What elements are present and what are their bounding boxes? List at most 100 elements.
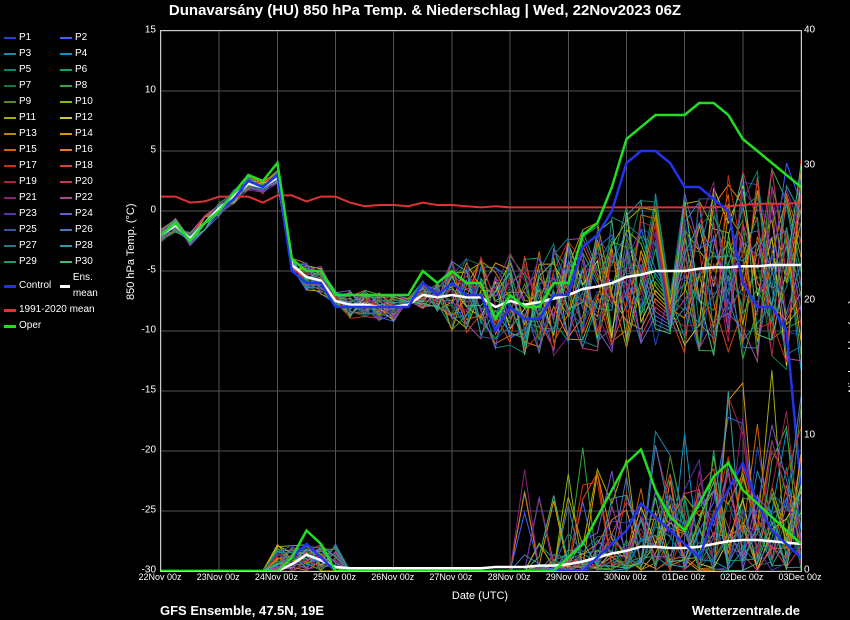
legend-swatch xyxy=(4,181,16,183)
legend-label: P11 xyxy=(19,110,36,126)
legend-label: P20 xyxy=(75,174,93,190)
legend-item: P18 xyxy=(60,158,112,174)
legend-swatch xyxy=(60,197,72,199)
legend-label: 1991-2020 mean xyxy=(19,302,95,318)
legend-item: Oper xyxy=(4,318,56,334)
legend-swatch xyxy=(60,285,70,288)
legend-swatch xyxy=(60,37,72,39)
legend-row: P27 P28 xyxy=(4,238,114,254)
legend-row: P9 P10 xyxy=(4,94,114,110)
legend-item: P13 xyxy=(4,126,56,142)
legend-item: P2 xyxy=(60,30,112,46)
legend-swatch xyxy=(4,245,16,247)
legend-row: P25 P26 xyxy=(4,222,114,238)
legend: P1P2P3P4P5P6P7P8P9P10P11P12P13P14P15P16P… xyxy=(4,30,114,334)
legend-item: P26 xyxy=(60,222,112,238)
legend-label: P10 xyxy=(75,94,93,110)
legend-row: Oper xyxy=(4,318,114,334)
legend-label: P26 xyxy=(75,222,93,238)
legend-swatch xyxy=(60,245,72,247)
legend-item: P7 xyxy=(4,78,56,94)
legend-item: P10 xyxy=(60,94,112,110)
legend-label: P24 xyxy=(75,206,93,222)
legend-item: P27 xyxy=(4,238,56,254)
legend-label: P18 xyxy=(75,158,93,174)
y-tick-left: -5 xyxy=(147,265,156,276)
legend-item: P24 xyxy=(60,206,112,222)
legend-item: P22 xyxy=(60,190,112,206)
legend-label: P2 xyxy=(75,30,87,46)
legend-label: Control xyxy=(19,278,51,294)
x-tick: 30Nov 00z xyxy=(604,572,647,582)
legend-item: Ens. mean xyxy=(60,270,112,302)
legend-swatch xyxy=(4,261,16,263)
legend-item: P11 xyxy=(4,110,56,126)
legend-label: P7 xyxy=(19,78,31,94)
legend-label: P27 xyxy=(19,238,37,254)
legend-swatch xyxy=(60,101,72,103)
legend-item: P12 xyxy=(60,110,112,126)
y-tick-left: -25 xyxy=(142,505,156,516)
legend-item: P3 xyxy=(4,46,56,62)
legend-row: P5P6 xyxy=(4,62,114,78)
legend-swatch xyxy=(60,149,72,151)
legend-swatch xyxy=(60,213,72,215)
legend-swatch xyxy=(4,117,16,119)
chart-svg xyxy=(161,31,801,571)
legend-item: P30 xyxy=(60,254,112,270)
legend-row: P7 P8 xyxy=(4,78,114,94)
y-tick-left: 15 xyxy=(145,25,156,36)
x-axis-label: Date (UTC) xyxy=(160,590,800,602)
legend-item: P4 xyxy=(60,46,112,62)
legend-item: P16 xyxy=(60,142,112,158)
footer-right: Wetterzentrale.de xyxy=(692,603,800,618)
legend-item: P25 xyxy=(4,222,56,238)
legend-label: P22 xyxy=(75,190,93,206)
x-tick: 27Nov 00z xyxy=(429,572,472,582)
x-tick: 23Nov 00z xyxy=(197,572,240,582)
legend-label: P8 xyxy=(75,78,87,94)
y-tick-right: 20 xyxy=(804,295,815,306)
x-tick: 02Dec 00z xyxy=(720,572,763,582)
legend-label: P9 xyxy=(19,94,31,110)
y-tick-right: 30 xyxy=(804,160,815,171)
legend-swatch xyxy=(60,85,72,87)
legend-swatch xyxy=(60,181,72,183)
legend-row: P21 P22 xyxy=(4,190,114,206)
x-tick: 01Dec 00z xyxy=(662,572,705,582)
legend-item: P17 xyxy=(4,158,56,174)
legend-row: Control Ens. mean xyxy=(4,270,114,302)
legend-label: P19 xyxy=(19,174,37,190)
x-tick: 24Nov 00z xyxy=(255,572,298,582)
legend-item: P8 xyxy=(60,78,112,94)
legend-item: P15 xyxy=(4,142,56,158)
legend-label: Oper xyxy=(19,318,41,334)
legend-row: P23P24 xyxy=(4,206,114,222)
legend-label: P21 xyxy=(19,190,37,206)
legend-swatch xyxy=(4,213,16,215)
legend-row: P1 P2 xyxy=(4,30,114,46)
legend-label: P16 xyxy=(75,142,93,158)
legend-swatch xyxy=(4,309,16,312)
legend-item: P20 xyxy=(60,174,112,190)
legend-item: P5 xyxy=(4,62,56,78)
y-tick-left: -10 xyxy=(142,325,156,336)
legend-label: Ens. mean xyxy=(73,270,112,302)
legend-item: Control xyxy=(4,270,56,302)
legend-swatch xyxy=(4,85,16,87)
x-tick: 03Dec 00z xyxy=(778,572,821,582)
legend-row: P11 P12 xyxy=(4,110,114,126)
legend-swatch xyxy=(4,229,16,231)
legend-item: P6 xyxy=(60,62,112,78)
legend-swatch xyxy=(60,117,72,119)
legend-item: P9 xyxy=(4,94,56,110)
legend-item: 1991-2020 mean xyxy=(4,302,114,318)
footer-left: GFS Ensemble, 47.5N, 19E xyxy=(160,603,324,618)
legend-row: 1991-2020 mean xyxy=(4,302,114,318)
legend-swatch xyxy=(4,149,16,151)
legend-item: P28 xyxy=(60,238,112,254)
legend-swatch xyxy=(60,165,72,167)
y-tick-left: -20 xyxy=(142,445,156,456)
legend-label: P1 xyxy=(19,30,31,46)
legend-item: P1 xyxy=(4,30,56,46)
